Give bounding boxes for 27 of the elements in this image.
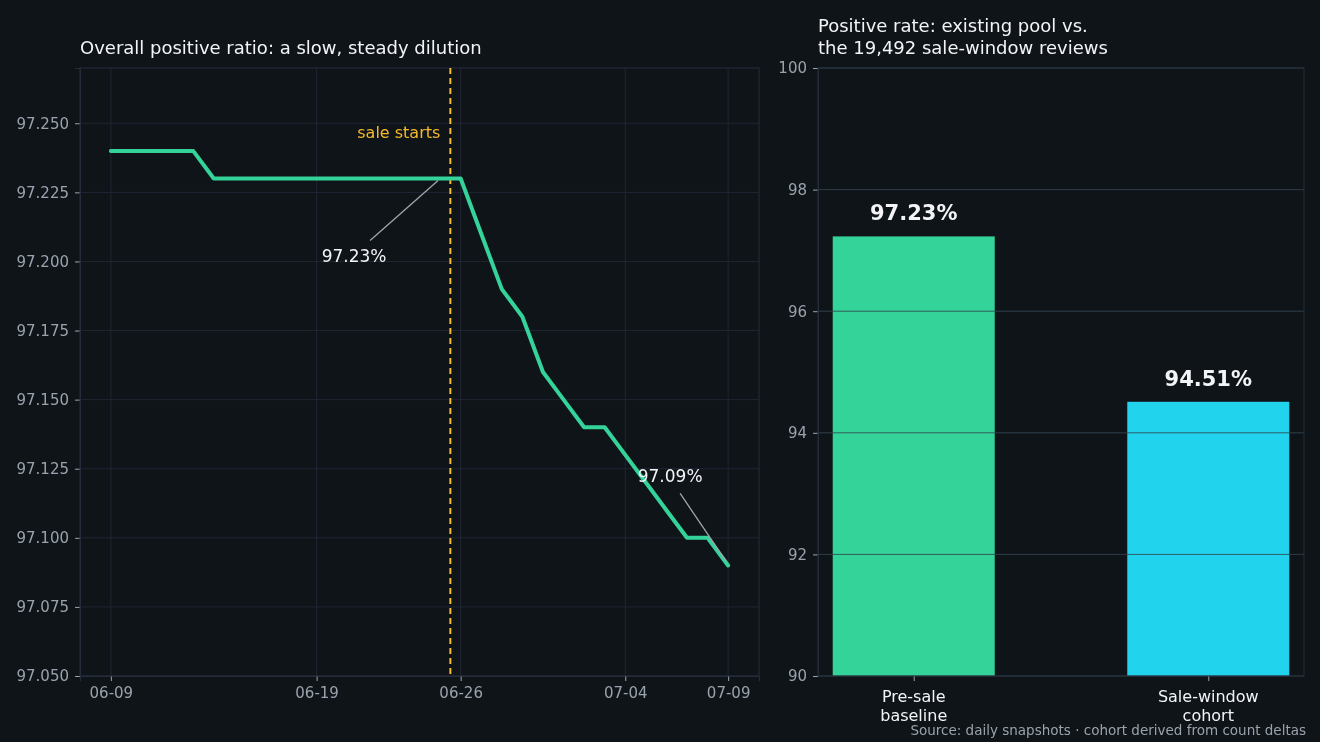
y-tick-label: 97.050 <box>16 667 69 686</box>
y-tick-label: 100 <box>778 59 807 78</box>
chart-title: Positive rate: existing pool vs. the 19,492 sale-window reviews <box>818 15 1108 58</box>
data-label: 94.51% <box>1164 366 1253 391</box>
y-tick-label: 97.150 <box>16 390 69 409</box>
x-tick-label: 06-09 <box>89 683 134 702</box>
x-tick-label: 06-19 <box>295 683 339 702</box>
y-tick-label: 97.200 <box>16 252 69 271</box>
annotation: 97.23% <box>321 245 387 266</box>
y-tick-label: 94 <box>787 424 807 443</box>
y-tick-label: 98 <box>787 180 807 199</box>
y-tick-label: 90 <box>787 667 807 686</box>
y-tick-label: 97.125 <box>16 460 69 479</box>
y-tick-label: 97.100 <box>16 529 69 548</box>
x-tick-label: 07-09 <box>706 683 751 702</box>
y-tick-label: 92 <box>787 545 807 564</box>
line-series <box>108 148 731 568</box>
y-tick-label: 97.225 <box>16 183 69 202</box>
x-tick-label: 06-26 <box>439 683 483 702</box>
data-label: 97.23% <box>869 201 958 226</box>
y-tick-label: 97.175 <box>16 321 69 340</box>
ref-line-label: sale starts <box>357 123 441 142</box>
y-tick-label: 97.250 <box>16 114 69 133</box>
x-tick-label: 07-04 <box>603 683 648 702</box>
y-tick-label: 97.075 <box>16 598 69 617</box>
chart-title: Overall positive ratio: a slow, steady dilution <box>80 37 482 58</box>
y-tick-label: 96 <box>787 302 807 321</box>
